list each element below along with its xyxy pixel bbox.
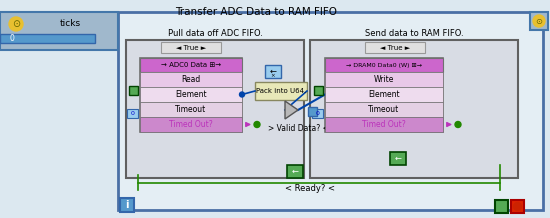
Bar — [140, 102, 242, 117]
Bar — [325, 117, 443, 132]
Bar — [129, 86, 138, 95]
Text: Timeout: Timeout — [368, 105, 400, 114]
Bar — [0, 34, 95, 43]
Bar — [495, 200, 508, 213]
Bar — [325, 72, 443, 87]
Bar — [310, 40, 518, 178]
Bar — [140, 117, 242, 132]
Text: 0: 0 — [130, 111, 134, 116]
Text: ◄ True ►: ◄ True ► — [380, 44, 410, 51]
Text: Send data to RAM FIFO.: Send data to RAM FIFO. — [365, 29, 463, 37]
Bar — [126, 40, 304, 178]
Bar — [118, 12, 543, 210]
Bar — [140, 72, 242, 87]
Text: ←: ← — [394, 154, 402, 163]
Text: Pack into U64.: Pack into U64. — [256, 88, 306, 94]
Text: Pull data off ADC FIFO.: Pull data off ADC FIFO. — [168, 29, 262, 37]
Bar — [127, 109, 138, 118]
Bar — [312, 109, 323, 118]
Circle shape — [9, 17, 23, 31]
Text: Timed Out?: Timed Out? — [169, 120, 213, 129]
Text: ⊙: ⊙ — [12, 19, 20, 29]
Text: Element: Element — [175, 90, 207, 99]
Bar — [325, 102, 443, 117]
Text: Transfer ADC Data to RAM FIFO: Transfer ADC Data to RAM FIFO — [175, 7, 337, 17]
Text: Timed Out?: Timed Out? — [362, 120, 406, 129]
Text: 0: 0 — [9, 34, 14, 43]
Text: ticks: ticks — [60, 19, 81, 27]
Text: 0: 0 — [316, 111, 320, 116]
Bar — [287, 165, 303, 178]
Bar — [325, 58, 443, 132]
Circle shape — [254, 121, 260, 128]
Text: i: i — [125, 200, 129, 210]
Bar — [365, 42, 425, 53]
Text: ◄ True ►: ◄ True ► — [176, 44, 206, 51]
Text: < Ready? <: < Ready? < — [285, 184, 335, 192]
Text: Write: Write — [374, 75, 394, 84]
Bar — [140, 58, 242, 132]
Text: → DRAM0 Data0 (W) ⊞→: → DRAM0 Data0 (W) ⊞→ — [346, 63, 422, 68]
Circle shape — [514, 203, 521, 211]
Bar — [0, 12, 118, 50]
Bar — [511, 200, 524, 213]
Polygon shape — [285, 101, 298, 119]
Bar — [390, 152, 406, 165]
Bar — [161, 42, 221, 53]
Bar — [255, 82, 307, 100]
Bar — [530, 12, 548, 30]
Text: ←: ← — [270, 66, 277, 75]
Text: ×: × — [271, 73, 276, 78]
Text: > Valid Data? <: > Valid Data? < — [267, 124, 328, 133]
Circle shape — [239, 92, 245, 97]
Text: ←: ← — [292, 167, 299, 176]
Text: ⊙: ⊙ — [536, 17, 542, 26]
Bar — [325, 58, 443, 72]
Text: Element: Element — [368, 90, 400, 99]
Text: → ADC0 Data ⊞→: → ADC0 Data ⊞→ — [161, 62, 221, 68]
Circle shape — [533, 15, 545, 27]
Text: Timeout: Timeout — [175, 105, 207, 114]
Bar — [314, 86, 323, 95]
Bar — [325, 87, 443, 102]
Bar — [140, 58, 242, 72]
Bar — [120, 198, 134, 212]
Text: Read: Read — [182, 75, 201, 84]
Bar — [140, 87, 242, 102]
Bar — [308, 107, 317, 116]
Bar — [265, 65, 281, 78]
Circle shape — [455, 121, 461, 128]
